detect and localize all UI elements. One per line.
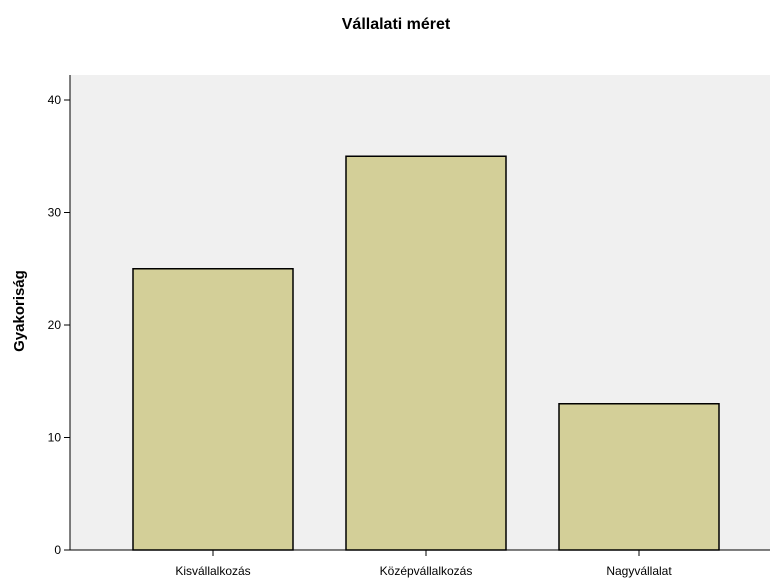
bar [132,268,294,551]
y-tick-label: 0 [54,543,61,557]
y-axis: 0 10 20 30 40 [48,75,71,557]
x-axis: Kisvállalkozás Középvállalkozás Nagyvállal… [70,549,770,578]
y-axis-label: Gyakoriság [11,270,28,352]
x-tick-label: Középvállalkozás [380,564,473,578]
x-tick-label: Nagyvállalat [606,564,672,578]
bar [345,155,507,551]
y-tick-label: 10 [48,431,62,445]
bar [558,403,720,551]
y-tick-label: 20 [48,318,62,332]
y-tick-label: 40 [48,93,62,107]
y-tick-label: 30 [48,206,62,220]
chart-title: Vállalati méret [342,16,451,33]
bars-group [132,155,720,551]
x-tick-label: Kisvállalkozás [175,564,250,578]
